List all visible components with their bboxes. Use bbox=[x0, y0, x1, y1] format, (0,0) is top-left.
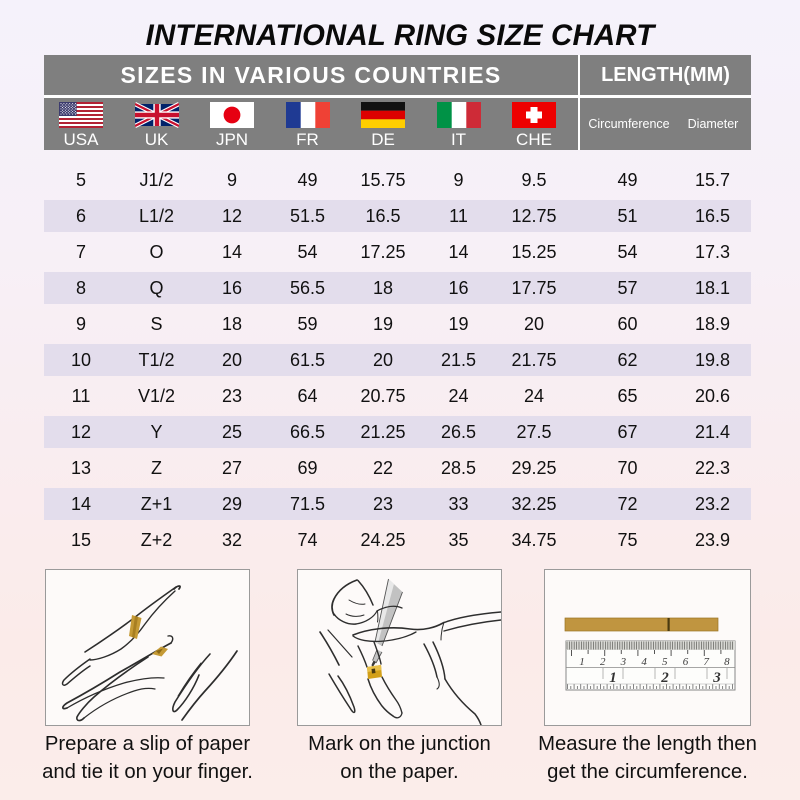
svg-text:6: 6 bbox=[683, 656, 689, 668]
svg-text:3: 3 bbox=[712, 670, 721, 686]
svg-text:4: 4 bbox=[641, 656, 647, 668]
svg-text:7: 7 bbox=[703, 656, 709, 668]
svg-text:5: 5 bbox=[662, 656, 668, 668]
svg-text:1: 1 bbox=[609, 670, 617, 686]
svg-text:3: 3 bbox=[620, 656, 627, 668]
svg-text:8: 8 bbox=[724, 656, 730, 668]
svg-text:2: 2 bbox=[660, 670, 669, 686]
svg-text:1: 1 bbox=[579, 656, 585, 668]
svg-text:2: 2 bbox=[600, 656, 606, 668]
